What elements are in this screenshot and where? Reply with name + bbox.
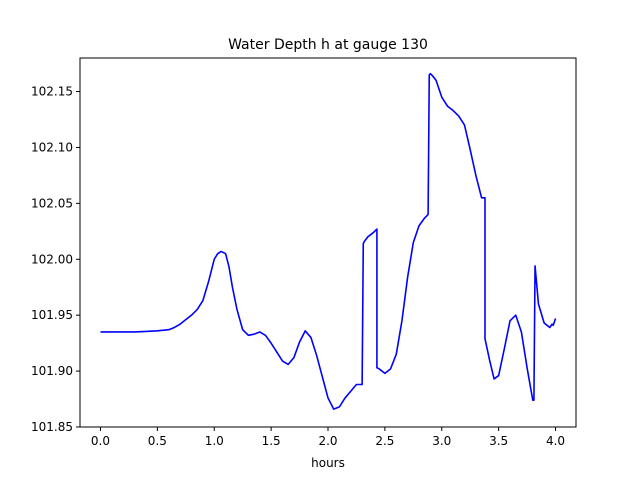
y-tick-label: 101.95 <box>31 308 73 322</box>
x-tick-label: 4.0 <box>546 434 565 448</box>
series-line <box>100 72 557 410</box>
x-tick-label: 1.5 <box>262 434 281 448</box>
x-tick-label: 2.5 <box>375 434 394 448</box>
y-tick-label: 101.85 <box>31 420 73 434</box>
y-axis: 101.85 101.90 101.95 102.00 102.05 102.10 102.… <box>31 85 80 434</box>
plot-frame <box>79 57 577 428</box>
y-tick-label: 102.15 <box>31 85 73 99</box>
x-tick-label: 2.0 <box>318 434 337 448</box>
y-tick-label: 102.05 <box>31 196 73 210</box>
chart-title: Water Depth h at gauge 130 <box>228 37 428 53</box>
x-axis-title: hours <box>311 456 345 470</box>
plot-area <box>80 58 576 427</box>
x-axis: 0.0 0.5 1.0 1.5 2.0 2.5 3.0 3.5 4.0 <box>91 427 565 448</box>
x-tick-label: 3.5 <box>489 434 508 448</box>
x-tick-label: 0.0 <box>91 434 110 448</box>
series-layer <box>100 72 557 410</box>
x-tick-label: 3.0 <box>432 434 451 448</box>
x-tick-label: 1.0 <box>205 434 224 448</box>
x-tick-label: 0.5 <box>148 434 167 448</box>
y-tick-label: 102.10 <box>31 140 73 154</box>
y-tick-label: 101.90 <box>31 364 73 378</box>
y-tick-label: 102.00 <box>31 252 73 266</box>
